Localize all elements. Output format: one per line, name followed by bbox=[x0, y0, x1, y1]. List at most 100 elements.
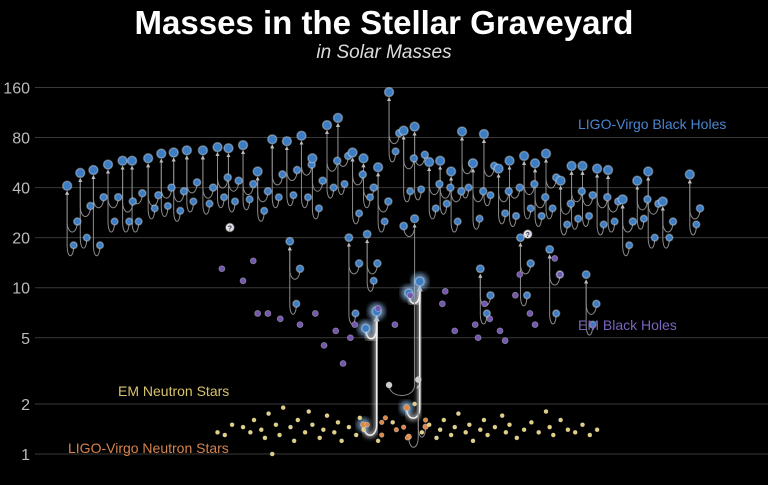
ligo-ns-point bbox=[364, 422, 370, 428]
em-ns-point bbox=[361, 427, 366, 433]
em-bh-point bbox=[556, 271, 564, 278]
em-ns-point bbox=[288, 424, 293, 430]
merger-line bbox=[299, 140, 309, 209]
em-ns-point bbox=[558, 417, 563, 423]
em-bh-point bbox=[496, 327, 504, 335]
ligo-bh-component bbox=[639, 214, 648, 223]
ligo-bh-remnant bbox=[281, 135, 293, 147]
ligo-bh-component bbox=[176, 206, 185, 215]
ligo-unknown-component bbox=[385, 381, 393, 389]
merger-line bbox=[376, 172, 386, 233]
ligo-bh-component bbox=[478, 186, 488, 196]
ligo-bh-component bbox=[332, 156, 342, 166]
ligo-bh-component bbox=[500, 209, 510, 218]
em-ns-point bbox=[390, 419, 396, 425]
merger-line bbox=[580, 170, 590, 227]
ligo-bh-remnant bbox=[529, 158, 541, 169]
ligo-bh-component bbox=[110, 217, 119, 226]
merger-line bbox=[365, 239, 375, 292]
ligo-bh-remnant bbox=[358, 153, 369, 164]
em-bh-point bbox=[531, 321, 539, 328]
ligo-bh-component bbox=[192, 178, 202, 187]
ligo-bh-remnant bbox=[88, 164, 99, 176]
y-tick-label: 1 bbox=[21, 447, 30, 464]
merger-line bbox=[595, 173, 605, 236]
ligo-bh-component bbox=[442, 199, 451, 208]
ligo-bh-remnant bbox=[252, 166, 263, 177]
ligo-bh-component bbox=[205, 199, 214, 208]
em-bh-point bbox=[239, 277, 247, 285]
ligo-bh-remnant bbox=[467, 158, 479, 169]
ligo-bh-component bbox=[383, 197, 393, 206]
ligo-bh-component bbox=[584, 211, 594, 221]
ligo-ns-point bbox=[422, 417, 429, 423]
ligo-bh-component bbox=[695, 204, 705, 213]
merger-line bbox=[496, 173, 506, 225]
points: ?? bbox=[61, 86, 705, 457]
em-bh-point bbox=[391, 321, 399, 328]
ligo-bh-component bbox=[354, 209, 364, 218]
ligo-bh-remnant bbox=[414, 276, 425, 287]
merger-line bbox=[507, 165, 517, 227]
ligo-bh-component bbox=[274, 193, 283, 202]
merger-line bbox=[606, 175, 616, 233]
ligo-bh-component bbox=[409, 153, 419, 163]
merger-line bbox=[412, 131, 422, 201]
merger-line bbox=[284, 146, 298, 182]
y-tick-label: 10 bbox=[12, 281, 30, 298]
ligo-bh-component bbox=[511, 211, 521, 221]
merger-line bbox=[270, 144, 283, 186]
y-tick-label: 80 bbox=[12, 131, 30, 148]
ligo-bh-remnant bbox=[75, 167, 86, 179]
merger-line bbox=[310, 163, 320, 220]
merger-line bbox=[255, 176, 265, 222]
merger-line bbox=[325, 130, 335, 199]
ligo-bh-component bbox=[72, 217, 82, 226]
ligo-bh-remnant bbox=[493, 163, 504, 174]
em-bh-point bbox=[249, 257, 257, 265]
em-ns-point bbox=[331, 429, 337, 435]
ligo-bh-component bbox=[446, 183, 455, 192]
merger-line bbox=[346, 242, 356, 325]
em-ns-point bbox=[481, 417, 487, 423]
ligo-bh-component bbox=[219, 193, 229, 202]
em-ns-point bbox=[565, 427, 571, 433]
em-ns-point bbox=[229, 422, 235, 428]
ligo-bh-remnant bbox=[434, 155, 446, 166]
ligo-bh-remnant bbox=[168, 147, 179, 158]
ligo-bh-component bbox=[420, 150, 430, 160]
ligo-bh-component bbox=[406, 187, 415, 196]
em-ns-point bbox=[426, 422, 432, 428]
em-ns-point bbox=[485, 432, 491, 438]
ligo-bh-remnant bbox=[518, 150, 530, 162]
ligo-bh-component bbox=[643, 194, 652, 204]
y-tick-label: 40 bbox=[12, 181, 30, 198]
ligo-bh-component bbox=[464, 183, 473, 192]
merger-line bbox=[200, 155, 210, 215]
ligo-bh-component bbox=[486, 191, 495, 200]
ligo-bh-component bbox=[504, 186, 514, 196]
ligo-bh-component bbox=[351, 309, 360, 318]
ligo-bh-component bbox=[522, 291, 532, 300]
em-ns-point bbox=[277, 432, 282, 438]
em-bh-point bbox=[406, 291, 414, 299]
merger-line bbox=[584, 279, 597, 315]
merger-line bbox=[361, 163, 371, 209]
ligo-bh-remnant bbox=[347, 147, 358, 158]
ligo-bh-component bbox=[69, 241, 78, 250]
ligo-bh-remnant bbox=[642, 166, 654, 177]
merger-line bbox=[401, 135, 415, 170]
ligo-bh-component bbox=[529, 179, 539, 189]
em-bh-point bbox=[311, 310, 319, 317]
merger-line bbox=[547, 254, 557, 325]
merger-glow bbox=[404, 288, 423, 421]
em-ns-point bbox=[346, 424, 352, 430]
question-mark: ? bbox=[526, 232, 530, 239]
ligo-bh-component bbox=[668, 217, 678, 226]
em-bh-point bbox=[374, 305, 382, 312]
ligo-bh-component bbox=[482, 309, 492, 318]
em-ns-point bbox=[580, 422, 585, 428]
ligo-bh-remnant bbox=[372, 162, 384, 173]
merger-line bbox=[120, 165, 130, 233]
merger-line bbox=[241, 150, 251, 211]
